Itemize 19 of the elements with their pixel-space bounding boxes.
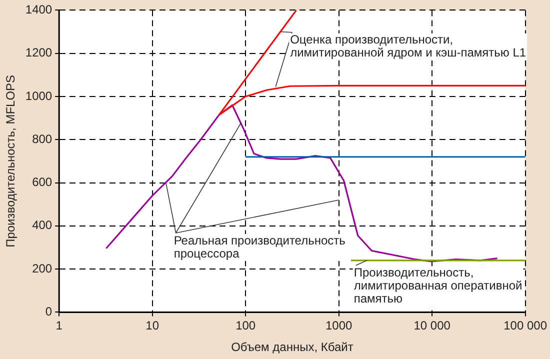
x-axis-title: Объем данных, Кбайт [231,340,354,354]
y-tick-label: 200 [32,261,52,276]
annotation: Реальная производительность процессора [174,233,346,260]
y-tick-label: 0 [45,304,52,319]
annotation: Оценка производительности, лимитированной ядром и кэш-памятью L1 [290,32,526,60]
y-tick-label: 600 [32,175,52,190]
x-tick-label: 10 000 [414,318,451,333]
x-tick-label: 100 000 [504,318,548,333]
y-axis-title: Производительность, MFLOPS [4,74,18,248]
y-tick-label: 1000 [25,88,52,103]
x-tick-label: 1000 [325,318,352,333]
y-tick-label: 800 [32,132,52,146]
y-tick-label: 1400 [25,2,52,17]
x-tick-label: 100 [236,318,256,333]
x-tick-label: 10 [146,318,160,333]
x-tick-label: 1 [56,318,63,333]
y-tick-label: 400 [32,218,52,232]
y-tick-label: 1200 [25,46,52,60]
annotation: Производительность, лимитированная оперативной памятью [354,266,522,306]
